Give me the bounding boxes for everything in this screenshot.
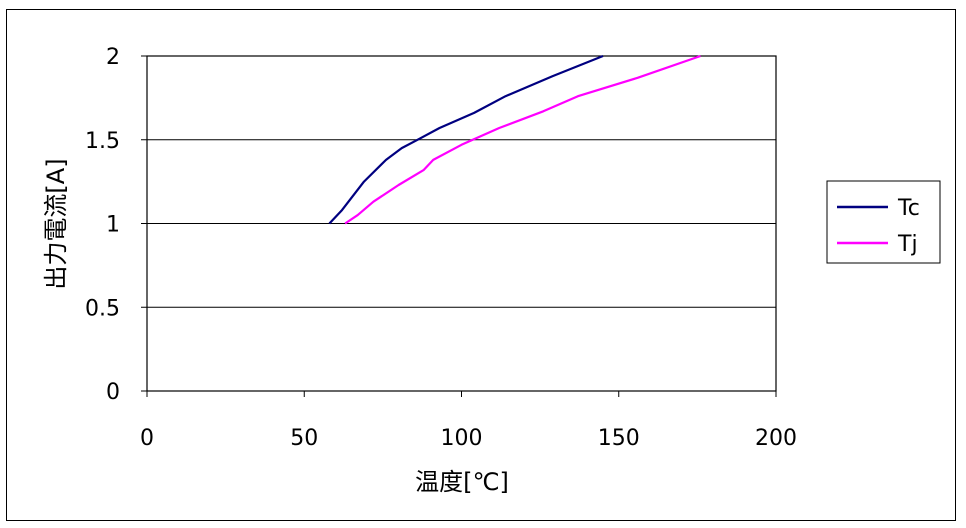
- chart-frame: [6, 9, 956, 521]
- y-tick-label: 2: [106, 45, 120, 70]
- x-tick-label: 100: [441, 426, 483, 451]
- y-tick-label: 0.5: [85, 296, 120, 321]
- legend-label-tj: Tj: [897, 232, 918, 257]
- series-line-tj: [344, 54, 701, 225]
- y-tick-label: 0: [106, 380, 120, 405]
- y-tick-label: 1.5: [85, 129, 120, 154]
- y-tick-label: 1: [106, 213, 120, 238]
- x-axis: 0 50 100 150 200: [140, 391, 797, 451]
- legend-box: [826, 180, 941, 264]
- gridlines: [147, 139, 776, 308]
- x-axis-label: 温度[℃]: [415, 468, 509, 496]
- legend: Tc Tj: [826, 180, 941, 264]
- x-tick-label: 150: [598, 426, 640, 451]
- y-axis-label: 出力電流[A]: [42, 158, 70, 289]
- x-tick-label: 0: [140, 426, 154, 451]
- legend-label-tc: Tc: [897, 196, 920, 221]
- series-group: [328, 54, 701, 225]
- x-tick-label: 50: [290, 426, 318, 451]
- x-tick-label: 200: [755, 426, 797, 451]
- y-axis: 0 0.5 1 1.5 2: [85, 45, 147, 405]
- series-line-tc: [328, 54, 604, 225]
